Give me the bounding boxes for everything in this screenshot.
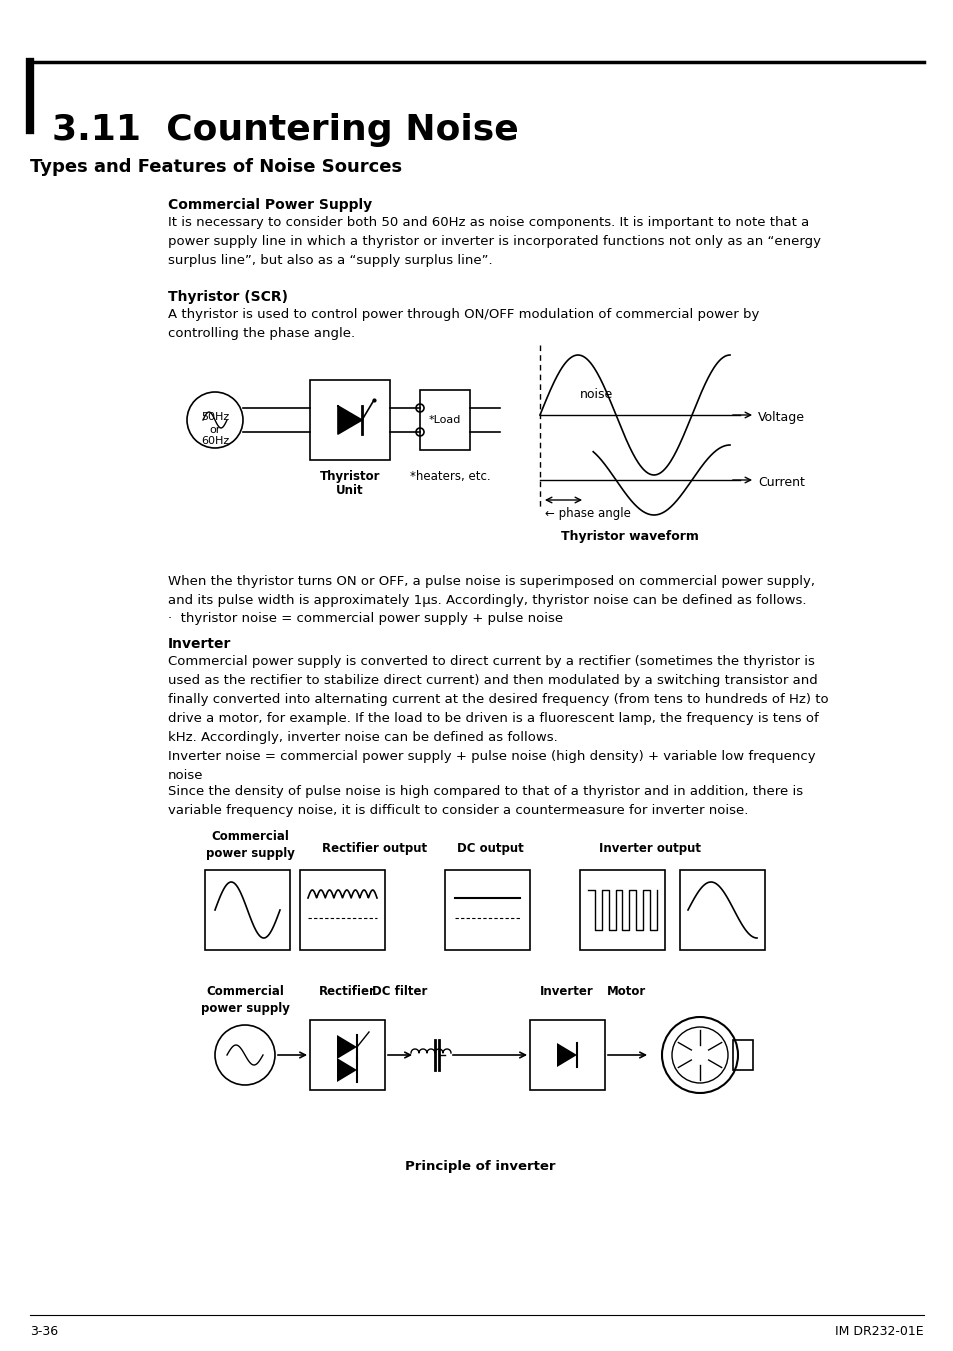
Text: Inverter noise = commercial power supply + pulse noise (high density) + variable: Inverter noise = commercial power supply… [168,750,815,782]
Bar [732,1040,752,1070]
Polygon shape [336,1035,356,1059]
Bar [419,390,470,450]
Text: Inverter output: Inverter output [598,842,700,855]
Bar [444,870,530,950]
Text: Principle of inverter: Principle of inverter [404,1161,555,1173]
Text: or: or [209,426,220,435]
Text: ·  thyristor noise = commercial power supply + pulse noise: · thyristor noise = commercial power sup… [168,612,562,626]
Text: *Load: *Load [428,415,460,426]
Text: Unit: Unit [335,484,363,497]
Polygon shape [557,1043,577,1067]
Text: Since the density of pulse noise is high compared to that of a thyristor and in : Since the density of pulse noise is high… [168,785,802,817]
Text: Commercial Power Supply: Commercial Power Supply [168,199,372,212]
Text: Commercial
power supply: Commercial power supply [200,985,289,1015]
Text: Commercial
power supply: Commercial power supply [205,830,294,861]
Text: Inverter: Inverter [168,638,232,651]
Bar [310,1020,385,1090]
Text: Rectifier: Rectifier [318,985,375,998]
Bar [679,870,764,950]
Text: Types and Features of Noise Sources: Types and Features of Noise Sources [30,158,402,176]
Text: Thyristor (SCR): Thyristor (SCR) [168,290,288,304]
Text: *heaters, etc.: *heaters, etc. [409,470,490,484]
Text: Voltage: Voltage [758,411,804,423]
Bar [299,870,385,950]
Text: DC filter: DC filter [372,985,427,998]
Text: Inverter: Inverter [539,985,594,998]
Bar [310,380,390,459]
Text: 50Hz: 50Hz [201,412,229,422]
Text: noise: noise [579,389,613,401]
Text: Thyristor: Thyristor [319,470,380,484]
Text: Thyristor waveform: Thyristor waveform [560,530,699,543]
Polygon shape [337,407,361,434]
Bar [579,870,664,950]
Text: 3.11  Countering Noise: 3.11 Countering Noise [52,113,518,147]
Text: 3-36: 3-36 [30,1325,58,1337]
Text: When the thyristor turns ON or OFF, a pulse noise is superimposed on commercial : When the thyristor turns ON or OFF, a pu… [168,576,814,607]
Bar [530,1020,604,1090]
Text: Rectifier output: Rectifier output [322,842,427,855]
Bar [205,870,290,950]
Text: Commercial power supply is converted to direct current by a rectifier (sometimes: Commercial power supply is converted to … [168,655,828,744]
Text: Motor: Motor [607,985,646,998]
Text: It is necessary to consider both 50 and 60Hz as noise components. It is importan: It is necessary to consider both 50 and … [168,216,821,267]
Text: ← phase angle: ← phase angle [544,507,630,520]
Polygon shape [336,1058,356,1082]
Text: Current: Current [758,476,804,489]
Text: IM DR232-01E: IM DR232-01E [835,1325,923,1337]
Text: 60Hz: 60Hz [201,436,229,446]
Text: DC output: DC output [456,842,523,855]
Text: A thyristor is used to control power through ON/OFF modulation of commercial pow: A thyristor is used to control power thr… [168,308,759,340]
